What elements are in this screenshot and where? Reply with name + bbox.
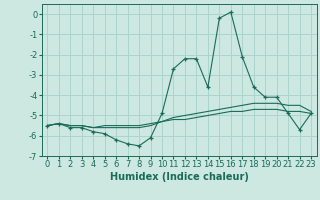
X-axis label: Humidex (Indice chaleur): Humidex (Indice chaleur) — [110, 172, 249, 182]
